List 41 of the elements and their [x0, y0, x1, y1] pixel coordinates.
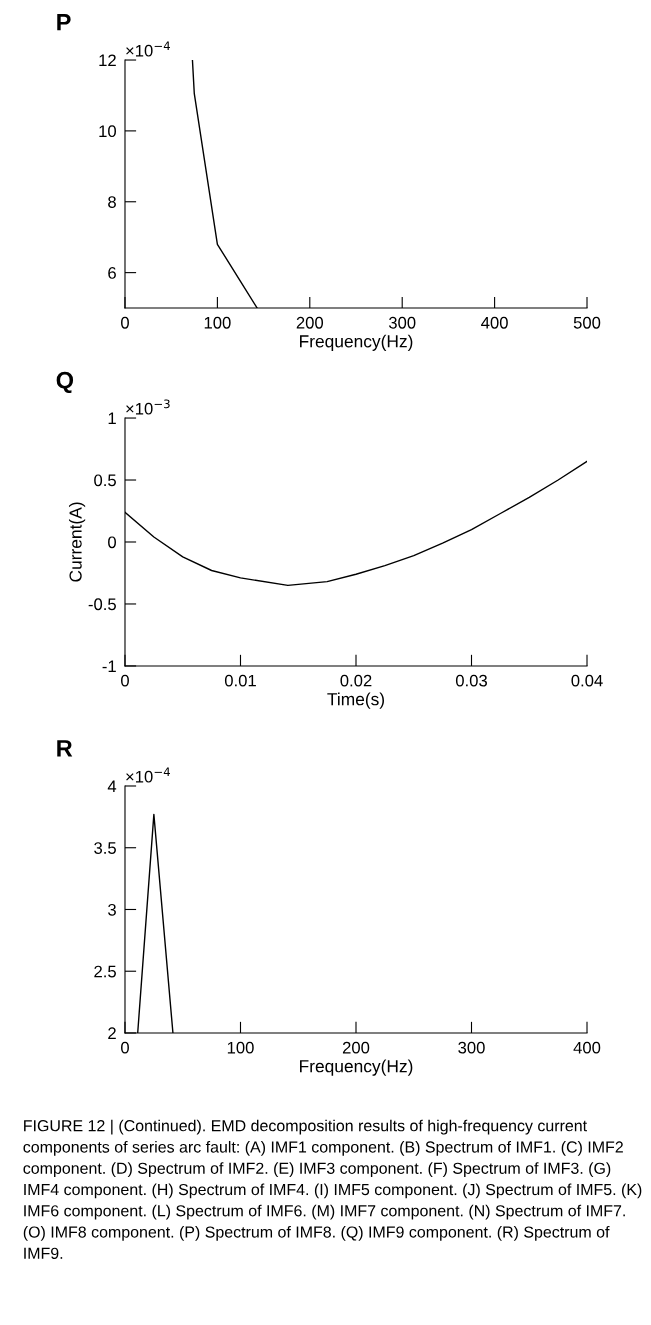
- x-tick-label: 0.01: [224, 674, 256, 687]
- x-tick-label: 300: [458, 1041, 485, 1054]
- x-axis-title: Frequency(Hz): [300, 334, 413, 351]
- chart-title: R: [57, 740, 73, 757]
- y-tick-label: -1: [102, 660, 116, 672]
- x-tick-label: 0.04: [571, 674, 603, 687]
- y-axis-title: Current(A): [68, 502, 86, 582]
- chart-title: P: [57, 14, 71, 31]
- y-tick-label: 10: [99, 125, 117, 138]
- x-tick-label: 0: [121, 1041, 129, 1054]
- y-tick-label: 2.5: [94, 965, 116, 978]
- chart-title: Q: [56, 371, 74, 393]
- x-axis-title: Frequency(Hz): [300, 1059, 413, 1076]
- y-tick-label: 3.5: [94, 842, 116, 854]
- x-tick-label: 400: [573, 1041, 601, 1054]
- y-tick-label: 8: [108, 196, 116, 208]
- y-tick-label: 6: [108, 267, 116, 279]
- x-tick-label: 0.02: [340, 674, 372, 687]
- y-tick-label: 3: [108, 903, 116, 916]
- x-tick-label: 0: [121, 316, 129, 329]
- text: ×10$^{−4}$: [126, 767, 170, 783]
- text: ×10$^{−4}$: [126, 41, 170, 57]
- y-tick-label: 2: [108, 1027, 116, 1040]
- x-tick-label: 200: [296, 316, 324, 329]
- y-tick-label: 0: [108, 536, 117, 549]
- x-tick-label: 500: [573, 316, 601, 329]
- x-tick-label: 100: [227, 1041, 254, 1054]
- x-tick-label: 400: [481, 316, 508, 329]
- x-tick-label: 100: [204, 316, 231, 329]
- x-tick-label: 0: [121, 674, 129, 687]
- y-tick-label: 0.5: [94, 474, 116, 487]
- caption: FIGURE 12 | (Continued). EMD decomposition results of high-frequency current components of series arc fault: (A) IMF1 component. (B) Spectrum of IMF1. (C) IMF2 component. (D) Spectrum of IMF2. (E) IMF3 component. (F) Spectrum of IMF3. (G) IMF4 component. (H) Spectrum of IMF4. (I) IMF5 component. (J) Spectrum of IMF5. (K) IMF6 component. (L) Spectrum of IMF6. (M) IMF7 component. (N) Spectrum of IMF7. (O) IMF8 component. (P) Spectrum of IMF8. (Q) IMF9 component. (R) Spectrum of IMF9.: [23, 1119, 642, 1259]
- y-tick-label: 1: [108, 412, 116, 425]
- y-tick-label: 4: [107, 780, 117, 793]
- y-tick-label: -0.5: [88, 598, 116, 611]
- text: ×10$^{−3}$: [126, 399, 170, 415]
- x-axis-title: Time(s): [327, 692, 385, 709]
- x-tick-label: 0.03: [455, 674, 487, 687]
- x-tick-label: 200: [342, 1041, 370, 1054]
- x-tick-label: 300: [388, 316, 416, 329]
- y-tick-label: 12: [99, 54, 116, 67]
